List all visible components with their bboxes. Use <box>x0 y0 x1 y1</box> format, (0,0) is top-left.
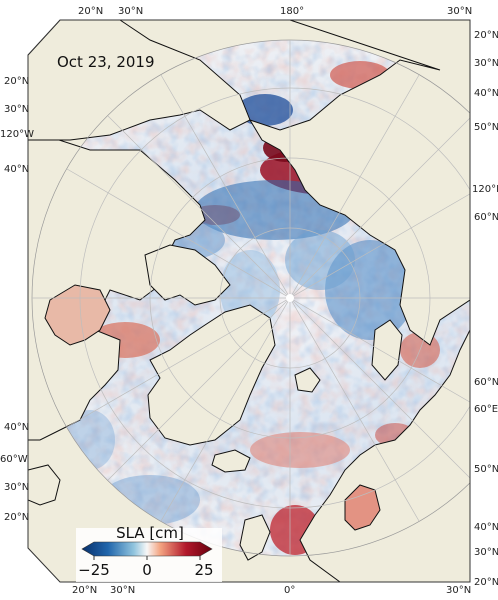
lat-label: 30°N <box>4 482 29 493</box>
landmasses <box>28 20 470 582</box>
colorbar-tick-min: −25 <box>78 561 110 579</box>
lat-label: 50°N <box>474 122 498 133</box>
svalbard <box>294 367 321 393</box>
lat-label: 30°N <box>118 6 143 17</box>
lat-label: 30°N <box>474 547 498 558</box>
lat-label: 20°N <box>72 585 97 596</box>
lat-label: 40°N <box>474 522 498 533</box>
lon-label: 0° <box>284 585 295 596</box>
lat-label: 40°N <box>4 422 29 433</box>
canadian-islands <box>144 244 231 306</box>
great-britain <box>239 514 271 561</box>
colorbar: SLA [cm] −25 0 25 <box>76 524 222 582</box>
lat-label: 20°N <box>474 577 498 588</box>
lat-label: 50°N <box>474 464 498 475</box>
map-frame-border <box>27 19 471 583</box>
alaska <box>28 20 251 141</box>
lon-label: 120°E <box>472 184 498 195</box>
bottom-left-land <box>28 464 61 506</box>
lat-label: 20°N <box>4 76 29 87</box>
greenland <box>147 304 276 446</box>
lon-label: 180° <box>280 6 304 17</box>
colorbar-tick-max: 25 <box>194 561 213 579</box>
lat-label: 30°N <box>4 104 29 115</box>
hudson-bay <box>44 284 111 346</box>
baltic-sea <box>344 484 381 531</box>
colorbar-title: SLA [cm] <box>116 524 184 542</box>
date-label: Oct 23, 2019 <box>57 53 155 71</box>
colorbar-tick-mid: 0 <box>142 561 152 579</box>
lon-label: 60°W <box>0 454 28 465</box>
lat-label: 60°N <box>474 212 498 223</box>
lat-label: 30°N <box>446 585 471 596</box>
colorbar-gradient <box>81 541 213 557</box>
lon-label: 60°E <box>474 404 498 415</box>
lat-label: 20°N <box>474 30 498 41</box>
iceland <box>211 449 251 473</box>
lat-label: 20°N <box>4 512 29 523</box>
lat-label: 20°N <box>78 6 103 17</box>
novaya-zemlya <box>371 319 403 381</box>
lat-label: 60°N <box>474 377 498 388</box>
lat-label: 30°N <box>447 6 472 17</box>
lat-label: 40°N <box>474 88 498 99</box>
siberia <box>248 20 470 346</box>
negative-anomalies <box>65 94 415 525</box>
scandinavia <box>299 329 470 582</box>
lat-label: 30°N <box>474 58 498 69</box>
lat-label: 40°N <box>4 164 29 175</box>
lon-label: 120°W <box>0 129 34 140</box>
north-pole <box>286 294 294 302</box>
lat-label: 30°N <box>110 585 135 596</box>
